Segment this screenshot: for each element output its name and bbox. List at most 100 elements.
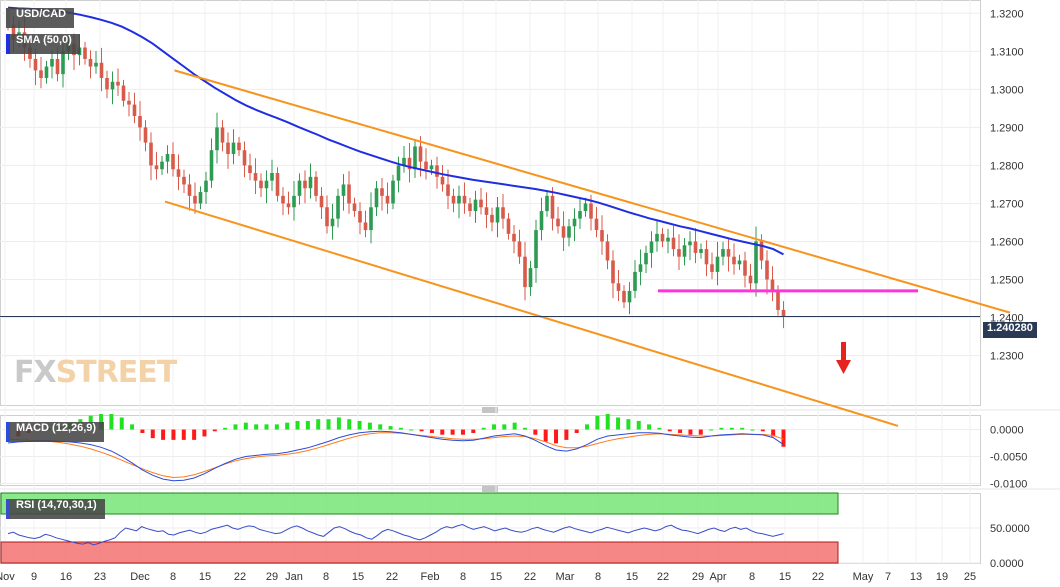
macd-label[interactable]: MACD (12,26,9) <box>6 422 105 442</box>
candle-body <box>176 169 181 177</box>
macd-histogram-bar <box>647 424 652 430</box>
candle-body <box>660 233 665 242</box>
macd-histogram-bar <box>378 424 383 430</box>
candle-body <box>644 252 648 265</box>
macd-histogram-bar <box>285 422 290 430</box>
x-tick-label: Mar <box>556 571 575 583</box>
candle-body <box>413 146 417 170</box>
candle-body <box>297 180 302 196</box>
macd-histogram-bar <box>460 429 465 435</box>
candle-body <box>490 214 494 223</box>
candle-body <box>457 195 461 204</box>
sma-label-text: SMA (50,0) <box>16 34 72 46</box>
macd-histogram-bar <box>574 429 579 433</box>
candle-body <box>627 290 632 303</box>
candle-body <box>589 203 593 219</box>
candle-body <box>160 161 164 170</box>
macd-histogram-bar <box>212 429 217 432</box>
price-tick-label: 1.3000 <box>990 84 1024 96</box>
candle-body <box>418 146 423 162</box>
logo-fx: FX <box>14 355 57 390</box>
candle-body <box>561 226 566 238</box>
macd-label-text: MACD (12,26,9) <box>16 422 97 434</box>
macd-histogram-bar <box>729 427 734 430</box>
price-tick-label: 1.3200 <box>990 8 1024 20</box>
macd-histogram-bar <box>781 429 786 447</box>
macd-histogram-bar <box>223 427 228 430</box>
macd-histogram-bar <box>760 429 765 432</box>
x-tick-label: Dec <box>130 571 150 583</box>
x-tick-label: 22 <box>657 571 669 583</box>
macd-histogram-bar <box>398 427 403 430</box>
pair-label[interactable]: USD/CAD <box>6 8 75 28</box>
x-tick-label: 9 <box>31 571 37 583</box>
macd-histogram-bar <box>357 420 362 430</box>
x-tick-label: 8 <box>170 571 176 583</box>
candle-body <box>572 218 577 227</box>
candle-body <box>303 180 307 189</box>
x-tick-label: 8 <box>323 571 329 583</box>
x-tick-label: 15 <box>199 571 211 583</box>
channel-lower-line <box>164 200 899 427</box>
candle-body <box>550 195 555 219</box>
candle-body <box>154 165 159 170</box>
candle-body <box>336 195 340 219</box>
macd-histogram-bar <box>119 417 124 430</box>
macd-histogram-bar <box>554 429 559 444</box>
candle-body <box>149 142 153 166</box>
channel-upper-line <box>174 69 1011 314</box>
candle-body <box>611 260 615 284</box>
candle-body <box>325 207 329 227</box>
macd-panel-frame <box>0 415 981 486</box>
macd-histogram-bar <box>533 429 538 435</box>
candle-body <box>220 127 225 143</box>
candle-body <box>358 211 362 223</box>
macd-histogram-bar <box>295 420 300 430</box>
x-tick-label: 29 <box>692 571 704 583</box>
candle-body <box>182 176 186 185</box>
candle-body <box>121 85 126 101</box>
price-tick-label: 1.2900 <box>990 122 1024 134</box>
candle-body <box>171 154 175 170</box>
macd-histogram-bar <box>771 429 776 437</box>
candle-body <box>578 211 582 219</box>
candle-body <box>523 256 527 288</box>
macd-histogram-bar <box>502 424 507 430</box>
candle-body <box>330 218 335 227</box>
candle-body <box>699 249 703 253</box>
pair-label-text: USD/CAD <box>16 8 67 20</box>
candle-body <box>127 100 131 105</box>
x-tick-label: 13 <box>910 571 922 583</box>
candle-body <box>231 142 236 155</box>
x-tick-label: 19 <box>936 571 948 583</box>
candle-body <box>748 275 753 284</box>
macd-histogram-bar <box>595 415 600 430</box>
macd-histogram-bar <box>109 414 114 430</box>
candle-body <box>94 62 98 67</box>
macd-histogram-bar <box>347 419 352 430</box>
candle-body <box>187 184 192 196</box>
candle-body <box>116 81 120 86</box>
macd-histogram-bar <box>523 427 527 430</box>
candle-body <box>501 207 505 219</box>
candle-body <box>242 150 247 166</box>
candle-body <box>259 180 263 189</box>
candle-body <box>682 245 687 257</box>
sma-label[interactable]: SMA (50,0) <box>6 34 80 54</box>
candle-body <box>666 237 670 242</box>
rsi-label[interactable]: RSI (14,70,30,1) <box>6 499 105 519</box>
x-tick-label: 22 <box>524 571 536 583</box>
candle-body <box>638 264 643 272</box>
macd-histogram-bar <box>605 414 610 430</box>
macd-label-bar <box>6 422 10 442</box>
macd-histogram-bar <box>367 422 372 430</box>
candle-body <box>506 218 511 234</box>
macd-histogram-bar <box>161 429 166 440</box>
candle-body <box>743 260 747 276</box>
down-arrow-head <box>836 360 851 374</box>
macd-histogram-bar <box>667 429 672 432</box>
macd-histogram-bar <box>450 429 455 435</box>
x-tick-label: 23 <box>94 571 106 583</box>
candle-body <box>721 249 725 257</box>
macd-histogram-bar <box>326 419 331 430</box>
